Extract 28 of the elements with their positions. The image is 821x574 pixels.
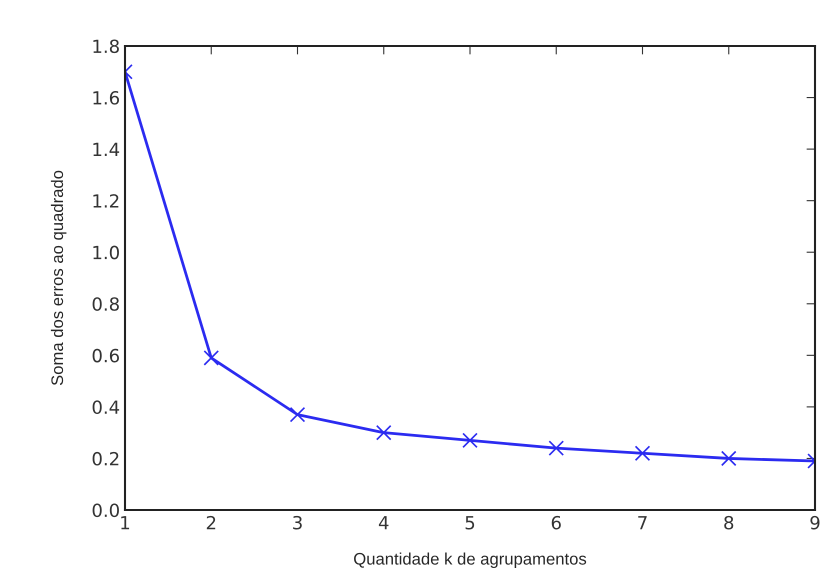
point bbox=[720, 450, 737, 466]
y-tick-label: 1.8 bbox=[93, 39, 119, 54]
point bbox=[290, 406, 306, 422]
x-tick-label: 9 bbox=[810, 516, 820, 530]
y-tick-label: 1.6 bbox=[93, 91, 120, 105]
point bbox=[462, 432, 478, 448]
x-tick-label: 7 bbox=[638, 516, 647, 530]
x-tick-label: 6 bbox=[552, 516, 561, 530]
y-tick-label: 1.0 bbox=[93, 246, 119, 260]
y-tick-label: 0.2 bbox=[92, 452, 118, 466]
y-tick-label: 0.0 bbox=[92, 503, 119, 518]
y-tick-label: 1.4 bbox=[93, 142, 120, 156]
y-tick-label: 0.6 bbox=[92, 348, 120, 362]
x-tick-label: 4 bbox=[378, 516, 388, 530]
x-tick-label: 3 bbox=[293, 516, 302, 530]
y-axis-title: Soma dos erros ao quadrado bbox=[50, 170, 66, 386]
point bbox=[634, 446, 650, 462]
y-tick-label: 1.2 bbox=[93, 194, 118, 208]
x-axis-title: Quantidade k de agrupamentos bbox=[354, 552, 586, 568]
point bbox=[203, 350, 220, 366]
x-tick-label: 1 bbox=[121, 516, 130, 530]
point bbox=[548, 440, 564, 456]
x-tick-label: 2 bbox=[206, 516, 216, 530]
point bbox=[376, 424, 392, 440]
x-tick-label: 8 bbox=[724, 516, 734, 530]
y-tick-label: 0.8 bbox=[92, 297, 119, 311]
y-tick-label: 0.4 bbox=[92, 400, 120, 414]
x-tick-label: 5 bbox=[466, 516, 474, 530]
